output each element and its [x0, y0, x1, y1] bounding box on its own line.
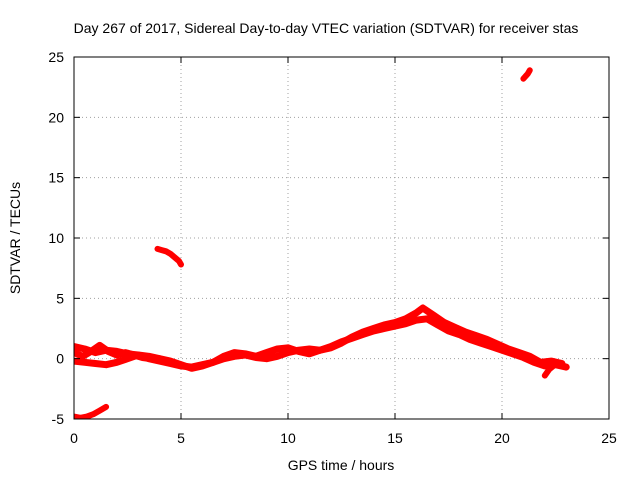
y-tick-label: 15 — [48, 170, 64, 186]
series-arc-7 — [520, 67, 533, 82]
y-axis-label: SDTVAR / TECUs — [7, 182, 23, 294]
series-arc-6 — [74, 403, 110, 419]
grid-lines — [74, 57, 609, 419]
x-tick-label: 25 — [601, 430, 617, 446]
y-tick-label: 10 — [48, 230, 64, 246]
x-axis-label: GPS time / hours — [288, 457, 395, 473]
y-tick-label: 20 — [48, 109, 64, 125]
y-tick-label: 0 — [56, 351, 64, 367]
x-tick-label: 15 — [387, 430, 403, 446]
y-tick-label: 5 — [56, 290, 64, 306]
x-tick-label: 20 — [494, 430, 510, 446]
x-tick-label: 10 — [280, 430, 296, 446]
series-arc-3 — [74, 341, 164, 363]
x-tick-label: 5 — [177, 430, 185, 446]
x-tick-label: 0 — [70, 430, 78, 446]
series-arc-4 — [541, 360, 570, 379]
series-arc-5 — [154, 245, 184, 268]
tick-labels: 0 5 10 15 20 25 -5 0 5 10 15 20 25 — [48, 49, 617, 446]
chart-title: Day 267 of 2017, Sidereal Day-to-day VTE… — [74, 20, 579, 36]
y-tick-label: -5 — [52, 411, 65, 427]
y-tick-label: 25 — [48, 49, 64, 65]
series-group — [74, 67, 570, 419]
axis-ticks — [73, 56, 610, 420]
